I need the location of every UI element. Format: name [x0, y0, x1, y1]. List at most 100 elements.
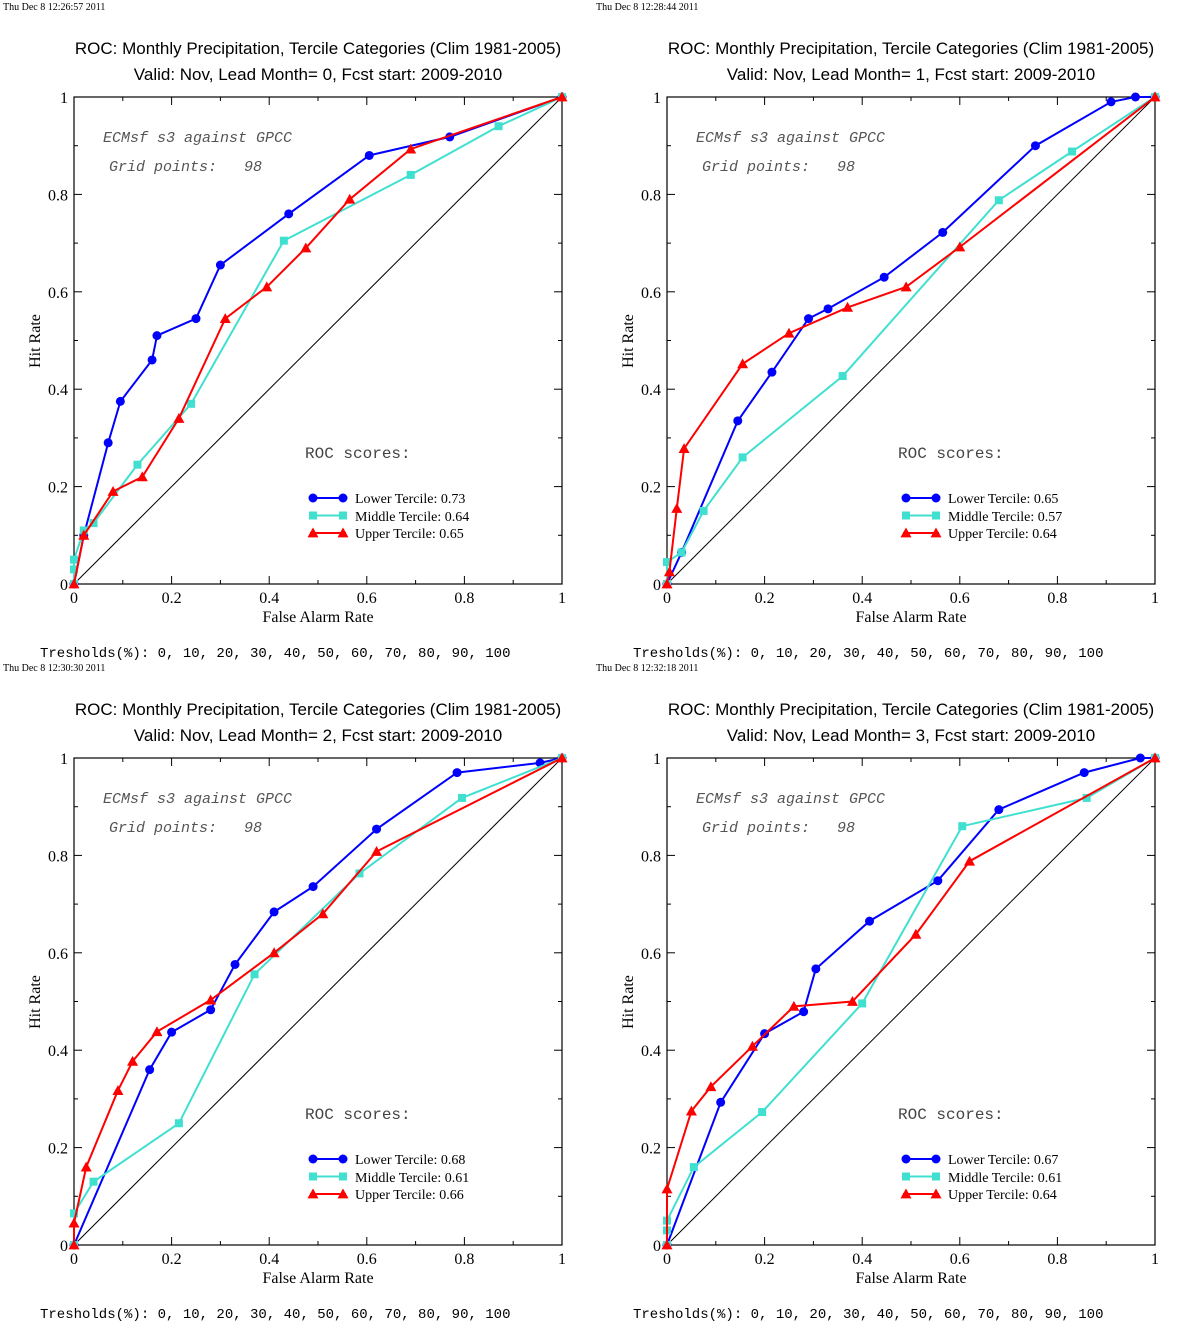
data-point-upper-tercile	[661, 1239, 673, 1250]
data-point-upper-tercile	[842, 301, 854, 312]
y-tick-label: 0.6	[641, 285, 661, 302]
data-point-upper-tercile	[964, 855, 976, 866]
plot-area: 0 0.2 0.4 0.6 0.8 1 0 0.2 0.4 0.6 0.8 1	[641, 90, 1161, 607]
data-point-middle-tercile	[838, 372, 847, 381]
plot-area: 0 0.2 0.4 0.6 0.8 1 0 0.2 0.4 0.6 0.8 1	[48, 751, 568, 1268]
y-tick-label: 1	[653, 751, 661, 768]
legend-middle-tercile: Middle Tercile: 0.57	[948, 510, 1062, 525]
thresholds-note: Tresholds(%): 0, 10, 20, 30, 40, 50, 60,…	[40, 646, 510, 661]
data-point-upper-tercile	[556, 91, 568, 102]
series-line-upper-tercile	[666, 757, 1156, 1245]
y-tick-label: 0.8	[48, 187, 68, 204]
legend-swatch-marker-middle-tercile	[902, 1172, 910, 1181]
legend-swatch-marker-lower-tercile	[308, 1154, 318, 1164]
data-point-upper-tercile	[737, 358, 749, 369]
data-point-upper-tercile	[78, 529, 90, 540]
x-tick-label: 0.2	[755, 590, 775, 607]
y-axis-label: Hit Rate	[620, 975, 637, 1029]
data-point-middle-tercile	[677, 548, 686, 557]
series-upper-tercile	[661, 91, 1161, 589]
thresholds-note: Tresholds(%): 0, 10, 20, 30, 40, 50, 60,…	[40, 1307, 510, 1322]
x-axis-label: False Alarm Rate	[855, 609, 966, 626]
legend-swatch-marker-upper-tercile	[337, 527, 349, 538]
data-point-lower-tercile	[269, 907, 279, 917]
data-point-lower-tercile	[938, 227, 948, 237]
no-skill-diagonal	[666, 96, 1156, 585]
data-point-upper-tercile	[846, 996, 858, 1006]
x-tick-label: 0.4	[852, 1251, 872, 1268]
data-point-upper-tercile	[68, 578, 80, 589]
data-point-lower-tercile	[799, 1007, 809, 1017]
x-tick-label: 0.2	[755, 1251, 775, 1268]
legend-swatch-marker-middle-tercile	[932, 1172, 940, 1181]
no-skill-diagonal	[73, 96, 563, 585]
y-tick-label: 0.6	[48, 285, 68, 302]
roc-panel-lead2: Thu Dec 8 12:30:30 2011 ROC: Monthly Pre…	[0, 661, 593, 1322]
data-point-lower-tercile	[167, 1027, 177, 1037]
data-point-lower-tercile	[1135, 753, 1145, 763]
legend-swatch-marker-middle-tercile	[339, 1172, 347, 1181]
roc-chart-lead2: Thu Dec 8 12:30:30 2011 ROC: Monthly Pre…	[3, 663, 568, 1322]
data-point-upper-tercile	[261, 281, 273, 292]
legend-upper-tercile: Upper Tercile: 0.64	[948, 527, 1057, 542]
data-point-lower-tercile	[364, 150, 374, 160]
legend-swatch-marker-upper-tercile	[900, 1188, 912, 1199]
y-tick-label: 0.2	[48, 480, 68, 497]
data-point-lower-tercile	[191, 314, 201, 324]
data-point-middle-tercile	[133, 460, 142, 469]
y-tick-label: 0.2	[641, 480, 661, 497]
data-point-lower-tercile	[152, 331, 162, 341]
data-point-upper-tercile	[663, 566, 675, 577]
data-point-lower-tercile	[452, 768, 462, 778]
y-tick-label: 0	[653, 577, 661, 594]
legend-swatch-marker-upper-tercile	[930, 527, 942, 538]
legend-upper-tercile: Upper Tercile: 0.64	[948, 1188, 1057, 1203]
series-line-upper-tercile	[666, 96, 1156, 585]
data-point-middle-tercile	[994, 196, 1003, 205]
data-point-upper-tercile	[788, 1000, 800, 1011]
data-point-upper-tercile	[136, 471, 148, 482]
timestamp: Thu Dec 8 12:32:18 2011	[596, 663, 698, 674]
data-point-middle-tercile	[279, 236, 288, 245]
series-line-lower-tercile	[73, 96, 563, 585]
no-skill-diagonal	[73, 757, 563, 1246]
data-point-middle-tercile	[663, 558, 671, 567]
data-point-upper-tercile	[910, 928, 922, 939]
data-point-middle-tercile	[174, 1119, 183, 1128]
roc-panel-lead0: Thu Dec 8 12:26:57 2011 ROC: Monthly Pre…	[0, 0, 593, 661]
data-point-lower-tercile	[284, 209, 294, 219]
data-point-lower-tercile	[933, 876, 943, 886]
data-point-lower-tercile	[308, 882, 318, 892]
data-point-upper-tercile	[68, 1239, 80, 1250]
annotation-grid-points: Grid points: 98	[109, 820, 262, 837]
legend-middle-tercile: Middle Tercile: 0.61	[948, 1171, 1062, 1186]
data-point-upper-tercile	[173, 412, 185, 423]
data-point-lower-tercile	[145, 1065, 155, 1075]
y-tick-label: 0.8	[48, 848, 68, 865]
data-point-lower-tercile	[804, 314, 814, 324]
roc-scores-heading: ROC scores:	[898, 445, 1004, 463]
y-tick-label: 1	[653, 90, 661, 107]
legend-swatch-marker-middle-tercile	[339, 511, 347, 520]
x-axis-label: False Alarm Rate	[855, 1270, 966, 1287]
roc-chart-lead3: Thu Dec 8 12:32:18 2011 ROC: Monthly Pre…	[596, 663, 1161, 1322]
x-tick-label: 1	[558, 590, 566, 607]
data-point-middle-tercile	[699, 506, 708, 515]
data-point-lower-tercile	[994, 805, 1004, 815]
x-axis-label: False Alarm Rate	[262, 609, 373, 626]
roc-scores-heading: ROC scores:	[305, 1106, 411, 1124]
legend-swatch-marker-lower-tercile	[931, 493, 941, 503]
data-point-upper-tercile	[151, 1026, 163, 1037]
y-tick-label: 0	[653, 1238, 661, 1255]
legend-swatch-marker-middle-tercile	[309, 1172, 317, 1181]
series-lower-tercile	[69, 753, 567, 1250]
legend-swatch-marker-lower-tercile	[308, 493, 318, 503]
data-point-middle-tercile	[457, 793, 466, 802]
legend-swatch-marker-upper-tercile	[930, 1188, 942, 1199]
data-point-lower-tercile	[823, 304, 833, 314]
annotation-model: ECMsf s3 against GPCC	[696, 791, 885, 808]
y-tick-label: 0	[60, 577, 68, 594]
timestamp: Thu Dec 8 12:28:44 2011	[596, 2, 698, 13]
data-point-upper-tercile	[127, 1055, 139, 1066]
data-point-lower-tercile	[103, 438, 113, 448]
